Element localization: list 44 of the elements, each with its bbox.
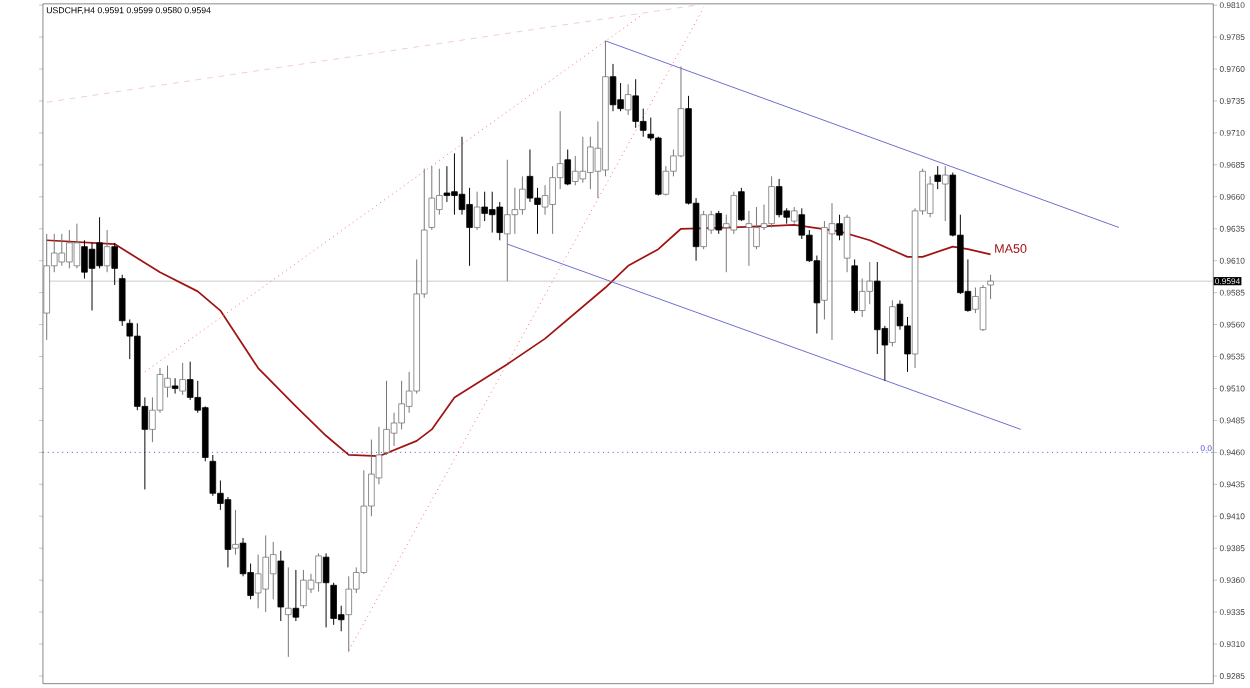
candlestick bbox=[481, 191, 488, 222]
candlestick bbox=[926, 176, 934, 218]
candlestick bbox=[843, 214, 851, 273]
candlestick bbox=[609, 63, 617, 112]
candlestick bbox=[934, 165, 941, 190]
candlestick bbox=[488, 191, 496, 234]
candlestick bbox=[632, 78, 639, 129]
candlestick bbox=[526, 149, 534, 203]
candlestick bbox=[828, 202, 836, 341]
candlestick bbox=[443, 165, 451, 203]
candlestick bbox=[549, 165, 556, 235]
candlestick bbox=[745, 210, 753, 267]
candlestick bbox=[103, 229, 111, 273]
candlestick bbox=[322, 553, 330, 629]
candlestick bbox=[232, 509, 239, 556]
candlestick bbox=[285, 567, 292, 658]
candlestick bbox=[58, 233, 66, 267]
candlestick bbox=[179, 362, 186, 396]
candlestick bbox=[700, 210, 707, 250]
candlestick bbox=[624, 84, 632, 116]
candlestick bbox=[111, 242, 118, 286]
candlestick bbox=[171, 378, 179, 395]
candlestick bbox=[504, 159, 511, 282]
candlestick bbox=[66, 229, 73, 270]
candlestick bbox=[277, 550, 285, 622]
candlestick bbox=[836, 214, 843, 241]
candlestick bbox=[262, 535, 269, 613]
candlestick bbox=[768, 176, 775, 229]
candlestick bbox=[345, 576, 352, 653]
candlestick bbox=[269, 541, 277, 601]
candlestick bbox=[851, 259, 858, 314]
candlestick bbox=[315, 553, 322, 593]
candlestick bbox=[715, 210, 722, 235]
candlestick bbox=[43, 233, 50, 341]
candlestick bbox=[775, 178, 783, 218]
candlestick bbox=[941, 165, 949, 222]
candlestick bbox=[579, 136, 587, 184]
candlestick bbox=[473, 191, 481, 231]
candlestick bbox=[738, 187, 745, 222]
candlestick bbox=[300, 569, 307, 609]
candlestick bbox=[73, 223, 81, 270]
candlestick bbox=[889, 300, 896, 348]
candlestick bbox=[292, 569, 300, 622]
candlestick bbox=[564, 149, 571, 187]
